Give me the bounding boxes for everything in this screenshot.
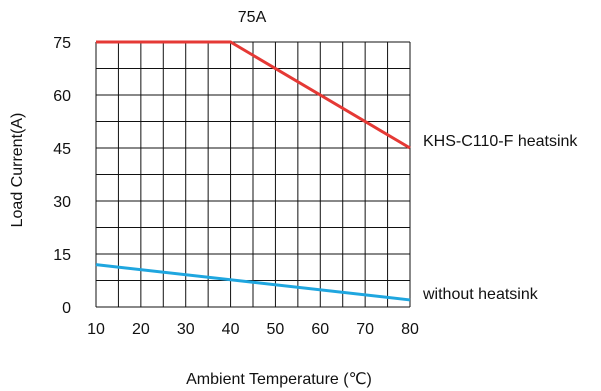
x-tick-label: 30	[177, 321, 195, 338]
x-tick-label: 70	[356, 321, 374, 338]
x-tick-label: 20	[132, 321, 150, 338]
x-tick-labels: 10 20 30 40 50 60 70 80	[87, 321, 419, 338]
x-tick-label: 50	[267, 321, 285, 338]
heatsink-series-line	[96, 40, 411, 150]
grid-layer	[95, 41, 411, 308]
y-tick-label: 75	[53, 35, 71, 52]
y-tick-label: 30	[53, 194, 71, 211]
y-tick-label: 15	[53, 247, 71, 264]
y-tick-labels: 0 15 30 45 60 75	[53, 35, 71, 317]
series-layer	[95, 40, 411, 302]
x-axis-label: Ambient Temperature (℃)	[186, 371, 372, 388]
y-tick-label: 45	[53, 141, 71, 158]
series-labels: KHS-C110-F heatsink without heatsink	[422, 133, 578, 303]
without-heatsink-series-line	[95, 263, 411, 302]
y-tick-label: 0	[62, 300, 71, 317]
without-heatsink-series-label: without heatsink	[422, 286, 539, 303]
x-tick-label: 40	[222, 321, 240, 338]
y-tick-label: 60	[53, 88, 71, 105]
heatsink-series-label: KHS-C110-F heatsink	[423, 133, 578, 150]
x-tick-label: 60	[311, 321, 329, 338]
y-axis-label: Load Current(A)	[9, 113, 26, 228]
x-tick-label: 10	[87, 321, 105, 338]
chart-title: 75A	[238, 9, 267, 26]
x-tick-label: 80	[401, 321, 419, 338]
